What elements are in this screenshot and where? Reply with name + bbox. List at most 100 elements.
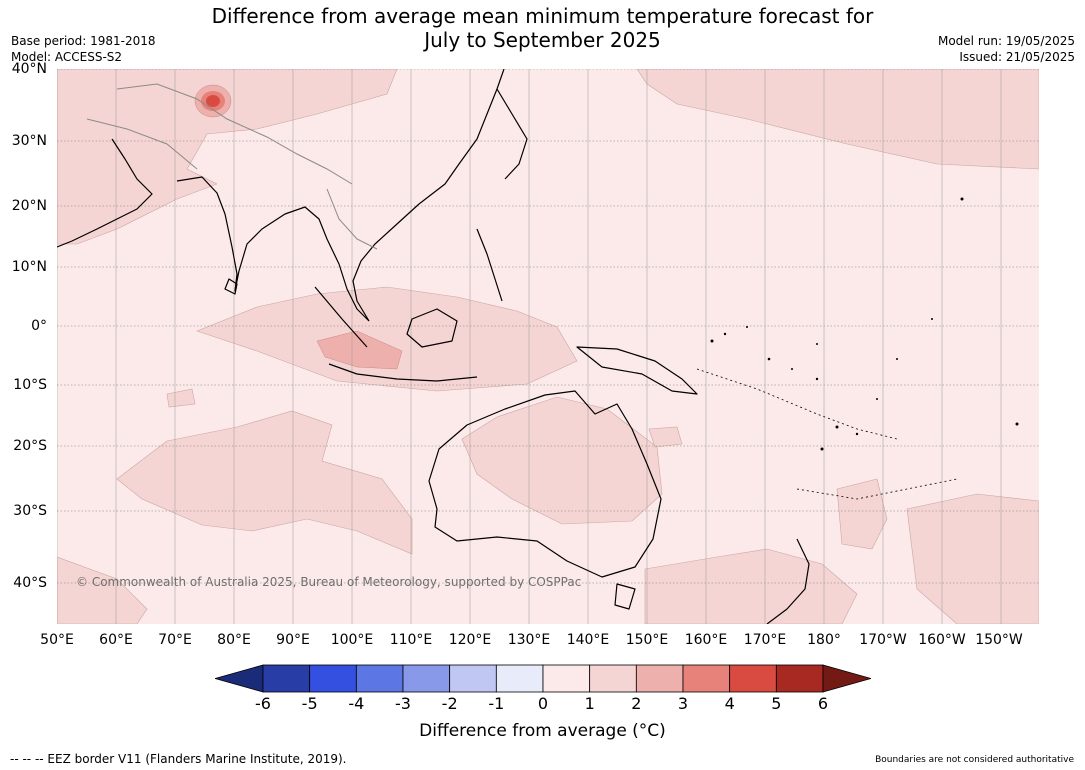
anomaly-region-indian-small	[166, 388, 196, 408]
anomaly-hotspot	[201, 91, 225, 111]
colorbar-tick-label: 2	[631, 694, 642, 713]
coastline-east-asia	[352, 69, 505, 322]
map-canvas	[57, 69, 1039, 624]
map-title: Difference from average mean minimum tem…	[0, 4, 1085, 52]
issued-text: Issued: 21/05/2025	[959, 50, 1075, 64]
colorbar-swatch	[495, 664, 544, 693]
boundaries-disclaimer: Boundaries are not considered authoritat…	[875, 755, 1074, 765]
colorbar-swatch	[775, 664, 824, 693]
colorbar-tick-label: 6	[817, 694, 829, 713]
lon-label-170w: 170°W	[859, 632, 907, 648]
anomaly-region-java-sea	[316, 330, 403, 370]
coastline-borneo	[406, 308, 458, 348]
lon-label-130e: 130°E	[507, 632, 551, 648]
anomaly-region-north-pacific	[636, 69, 1039, 170]
lon-label-60e: 60°E	[99, 632, 133, 648]
pacific-islands	[710, 197, 1019, 451]
lon-label-110e: 110°E	[389, 632, 433, 648]
colorbar-tick-label: -6	[255, 694, 271, 713]
colorbar-tick-label: -1	[488, 694, 505, 713]
copyright-text: © Commonwealth of Australia 2025, Bureau…	[76, 575, 582, 589]
coastline-south-asia	[176, 176, 370, 322]
lat-label-20s: 20°S	[13, 438, 47, 454]
border-indochina	[326, 188, 378, 250]
lat-label-40s: 40°S	[13, 575, 47, 591]
anomaly-region-australia	[461, 396, 663, 525]
lat-label-10s: 10°S	[13, 377, 47, 393]
coastline-australia	[428, 390, 662, 578]
colorbar-swatch	[449, 664, 497, 693]
model-text: Model: ACCESS-S2	[11, 50, 123, 64]
colorbar-tick-label: 4	[724, 694, 735, 713]
colorbar-swatch	[355, 664, 404, 693]
gridlines	[57, 69, 1039, 624]
anomaly-region-sw-corner	[57, 556, 148, 624]
model-run-text: Model run: 19/05/2025	[937, 34, 1075, 48]
coastline-sri-lanka	[224, 278, 238, 295]
coastline-sumatra	[314, 286, 368, 348]
anomaly-region-north-asia	[57, 69, 398, 245]
anomaly-region-equatorial-indian	[196, 286, 578, 392]
lon-label-170e: 170°E	[743, 632, 787, 648]
lon-label-100e: 100°E	[330, 632, 374, 648]
lon-label-150e: 150°E	[625, 632, 669, 648]
lat-label-30s: 30°S	[13, 503, 47, 519]
coastline-arabia	[57, 138, 153, 248]
lon-label-150w: 150°W	[975, 632, 1023, 648]
anomaly-region-tasman	[644, 548, 858, 624]
border-middle-east	[86, 118, 198, 170]
border-himalaya	[116, 83, 353, 185]
base-period-text: Base period: 1981-2018	[11, 34, 156, 48]
lat-label-20n: 20°N	[11, 198, 47, 214]
lon-label-160w: 160°W	[918, 632, 966, 648]
colorbar-swatch	[402, 664, 451, 693]
coastline-new-guinea	[576, 346, 698, 395]
colorbar	[215, 664, 871, 693]
anomaly-region-coral-sea-small	[648, 426, 683, 448]
colorbar-tick-label: -3	[395, 694, 411, 713]
coastline-philippines	[476, 228, 503, 302]
colorbar-tick-label: 1	[584, 694, 595, 713]
colorbar-tick-label: -2	[441, 694, 458, 713]
eez-footnote: -- -- -- EEZ border V11 (Flanders Marine…	[10, 752, 347, 766]
meta-right: Model run: 19/05/2025 Issued: 21/05/2025	[938, 33, 1075, 65]
colorbar-over-arrow	[822, 664, 871, 693]
lat-label-10n: 10°N	[11, 259, 47, 275]
colorbar-swatch	[589, 664, 637, 693]
colorbar-tick-label: -5	[301, 694, 318, 713]
anomaly-region-south-indian	[116, 410, 413, 555]
coastlines	[57, 69, 810, 624]
meta-left: Base period: 1981-2018 Model: ACCESS-S2	[11, 33, 156, 65]
colorbar-swatch	[682, 664, 731, 693]
lon-label-90e: 90°E	[276, 632, 310, 648]
lat-label-equator: 0°	[31, 318, 47, 334]
colorbar-swatch	[542, 664, 591, 693]
colorbar-swatches	[262, 664, 824, 693]
colorbar-under-arrow	[215, 664, 264, 693]
anomaly-region-south-pacific-small	[836, 478, 888, 550]
eez-border-south-pacific	[796, 478, 958, 500]
eez-borders	[696, 368, 958, 500]
colorbar-tick-label: -4	[348, 694, 365, 713]
colorbar-swatch	[309, 664, 357, 693]
lon-label-120e: 120°E	[448, 632, 492, 648]
map-title-line1: Difference from average mean minimum tem…	[211, 4, 874, 28]
colorbar-swatch	[729, 664, 777, 693]
lon-label-50e: 50°E	[40, 632, 74, 648]
colorbar-tick-label: 5	[771, 694, 782, 713]
colorbar-tick-label: 0	[537, 694, 549, 713]
anomaly-region-se-pacific	[906, 493, 1039, 624]
country-borders	[86, 83, 378, 250]
lon-label-70e: 70°E	[158, 632, 192, 648]
colorbar-swatch	[262, 664, 311, 693]
map-title-line2: July to September 2025	[424, 28, 661, 52]
lon-label-160e: 160°E	[684, 632, 728, 648]
coastline-java	[328, 363, 478, 382]
coastline-tasmania	[614, 583, 636, 610]
colorbar-tick-label: 3	[677, 694, 689, 713]
lon-label-80e: 80°E	[217, 632, 251, 648]
lon-label-140e: 140°E	[566, 632, 610, 648]
lat-label-30n: 30°N	[11, 133, 47, 149]
colorbar-swatch	[635, 664, 684, 693]
colorbar-label: Difference from average (°C)	[419, 721, 666, 741]
